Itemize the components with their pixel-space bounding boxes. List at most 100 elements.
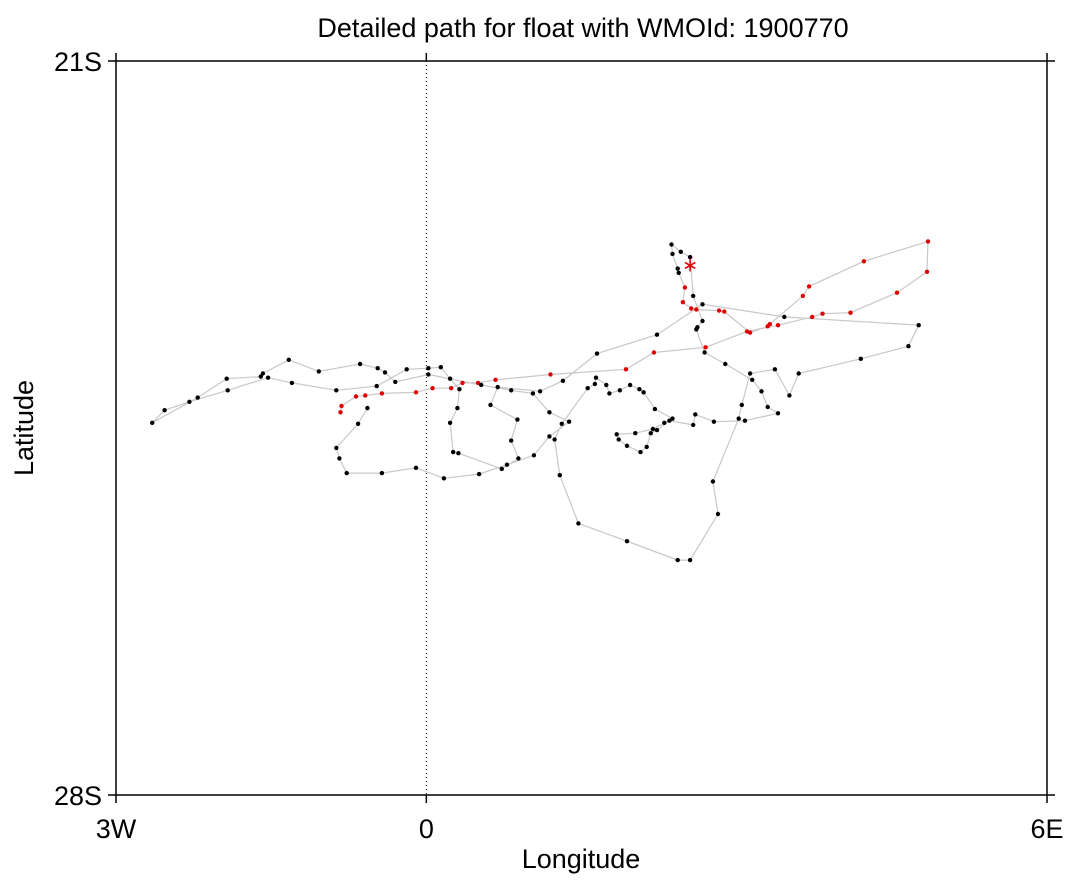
data-point: [258, 374, 263, 379]
data-point: [641, 390, 646, 395]
data-point: [676, 270, 681, 275]
data-point: [617, 388, 622, 393]
data-point: [530, 391, 536, 396]
data-point: [650, 426, 656, 432]
data-point: [810, 314, 815, 320]
data-point: [806, 284, 812, 289]
data-point: [623, 367, 629, 372]
x-tick-label: 3W: [96, 814, 137, 844]
y-tick-label: 28S: [54, 781, 102, 811]
tick-labels: 3W 0 6E 21S 28S: [54, 47, 1064, 844]
data-point: [654, 332, 660, 337]
data-point: [488, 402, 493, 408]
data-point: [682, 285, 688, 290]
x-axis-label: Longitude: [522, 844, 641, 874]
data-point: [493, 377, 498, 382]
data-point: [711, 419, 717, 424]
data-point: [515, 417, 520, 422]
data-point: [652, 406, 658, 412]
data-point: [710, 479, 716, 484]
data-point: [820, 311, 825, 316]
data-point: [479, 382, 484, 388]
data-point: [286, 357, 291, 362]
data-point: [447, 420, 453, 425]
data-point: [353, 394, 359, 399]
axis-ticks: [108, 53, 1055, 803]
data-point: [456, 451, 461, 456]
data-point: [559, 421, 564, 426]
data-point: [379, 470, 385, 476]
data-point: [592, 381, 598, 387]
data-point: [667, 418, 672, 423]
data-point: [365, 405, 370, 411]
x-tick-label: 6E: [1030, 814, 1063, 844]
data-point: [438, 365, 443, 370]
data-point: [337, 456, 342, 461]
data-point: [739, 402, 744, 408]
data-point: [375, 366, 380, 371]
data-point: [516, 456, 521, 461]
data-point: [547, 410, 552, 415]
data-point: [265, 375, 271, 380]
data-point: [455, 405, 460, 411]
data-point: [858, 356, 863, 361]
data-point: [782, 314, 787, 320]
data-point: [669, 242, 674, 247]
data-point: [916, 323, 921, 328]
data-point: [426, 366, 431, 371]
data-point: [557, 473, 562, 478]
float-path: [151, 240, 929, 561]
data-point: [700, 302, 705, 307]
data-point: [225, 388, 230, 393]
data-point: [861, 259, 867, 264]
data-point: [560, 378, 566, 383]
data-point: [334, 388, 339, 393]
data-point: [616, 437, 621, 442]
data-point: [413, 390, 419, 395]
data-point: [627, 382, 633, 388]
data-point: [224, 376, 229, 381]
data-point: [787, 393, 792, 398]
data-point: [894, 290, 900, 295]
data-point: [357, 361, 363, 367]
y-tick-label: 21S: [54, 47, 102, 77]
data-point: [195, 395, 200, 400]
data-point: [775, 323, 781, 328]
data-point: [670, 251, 675, 257]
data-point: [475, 380, 481, 386]
data-point: [339, 403, 344, 409]
data-point: [637, 387, 642, 392]
data-point: [548, 372, 553, 377]
data-point: [187, 399, 192, 404]
data-point: [614, 432, 619, 437]
data-point: [404, 367, 409, 372]
data-point: [607, 391, 612, 396]
data-point: [723, 361, 728, 367]
data-point: [687, 557, 693, 563]
data-point: [604, 382, 609, 388]
data-point: [680, 300, 686, 305]
data-point: [504, 462, 510, 467]
data-point: [800, 293, 806, 299]
data-point: [338, 410, 343, 415]
data-point: [703, 345, 708, 350]
plot-frame: [115, 60, 1048, 796]
data-point: [344, 470, 349, 476]
star-marker-stroke: [684, 261, 696, 270]
data-point: [260, 371, 266, 376]
data-point: [694, 307, 699, 312]
y-axis-label: Latitude: [9, 380, 39, 476]
data-point: [678, 249, 683, 254]
data-point: [796, 371, 801, 376]
data-point: [700, 318, 705, 324]
data-point: [334, 445, 339, 451]
data-point: [722, 309, 727, 314]
data-point: [765, 404, 770, 410]
data-point: [289, 380, 295, 386]
data-point: [742, 418, 748, 423]
data-point: [633, 431, 638, 436]
data-point: [566, 419, 572, 424]
data-point: [150, 420, 155, 425]
data-point: [716, 308, 722, 313]
